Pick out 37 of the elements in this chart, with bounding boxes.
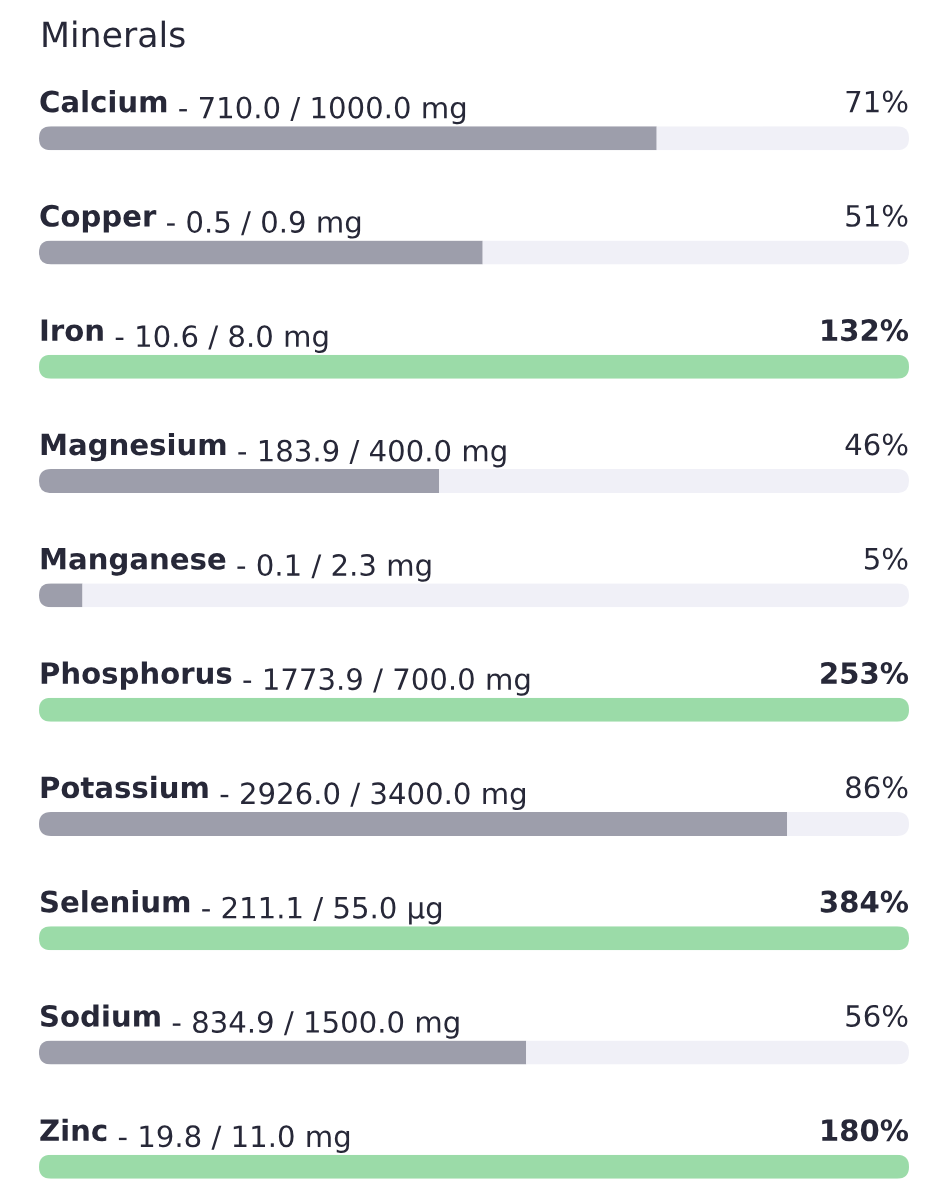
annotation: 180% bbox=[822, 1119, 909, 1142]
annotation: 71% bbox=[846, 90, 908, 113]
y-tick-label: Iron - 10.6 / 8.0 mg bbox=[41, 319, 328, 353]
annotation: 51% bbox=[846, 204, 908, 227]
bar bbox=[39, 583, 83, 608]
y-tick-label: Magnesium - 183.9 / 400.0 mg bbox=[41, 432, 506, 468]
annotation: 86% bbox=[846, 776, 908, 799]
bar bbox=[39, 240, 483, 265]
bar bbox=[39, 697, 909, 722]
bar bbox=[526, 1040, 909, 1065]
y-tick-label: Calcium - 710.0 / 1000.0 mg bbox=[40, 89, 466, 125]
y-tick-label: Zinc - 19.8 / 11.0 mg bbox=[40, 1118, 350, 1153]
bar bbox=[39, 1154, 909, 1179]
bar bbox=[82, 583, 909, 608]
y-tick-label: Copper - 0.5 / 0.9 mg bbox=[40, 204, 361, 239]
bar bbox=[439, 469, 909, 494]
annotation: 384% bbox=[820, 890, 909, 913]
bar bbox=[39, 469, 440, 494]
y-tick-label: Selenium - 211.1 / 55.0 µg bbox=[41, 890, 442, 925]
bar bbox=[482, 240, 909, 265]
bar bbox=[656, 126, 909, 151]
y-tick-label: Manganese - 0.1 / 2.3 mg bbox=[41, 548, 431, 582]
bar bbox=[39, 126, 657, 151]
y-tick-label: Phosphorus - 1773.9 / 700.0 mg bbox=[41, 661, 530, 696]
annotation: 46% bbox=[845, 433, 908, 456]
bar bbox=[39, 1040, 527, 1065]
annotation: 5% bbox=[864, 547, 908, 570]
chart-title: Minerals bbox=[43, 20, 185, 48]
y-tick-label: Potassium - 2926.0 / 3400.0 mg bbox=[41, 775, 525, 811]
annotation: 253% bbox=[821, 662, 909, 685]
annotation: 132% bbox=[822, 319, 909, 342]
annotation: 56% bbox=[846, 1004, 908, 1027]
bar bbox=[787, 811, 909, 836]
y-tick-label: Sodium - 834.9 / 1500.0 mg bbox=[41, 1004, 459, 1039]
bar bbox=[39, 811, 788, 836]
bar bbox=[39, 354, 909, 379]
bar bbox=[39, 926, 909, 951]
